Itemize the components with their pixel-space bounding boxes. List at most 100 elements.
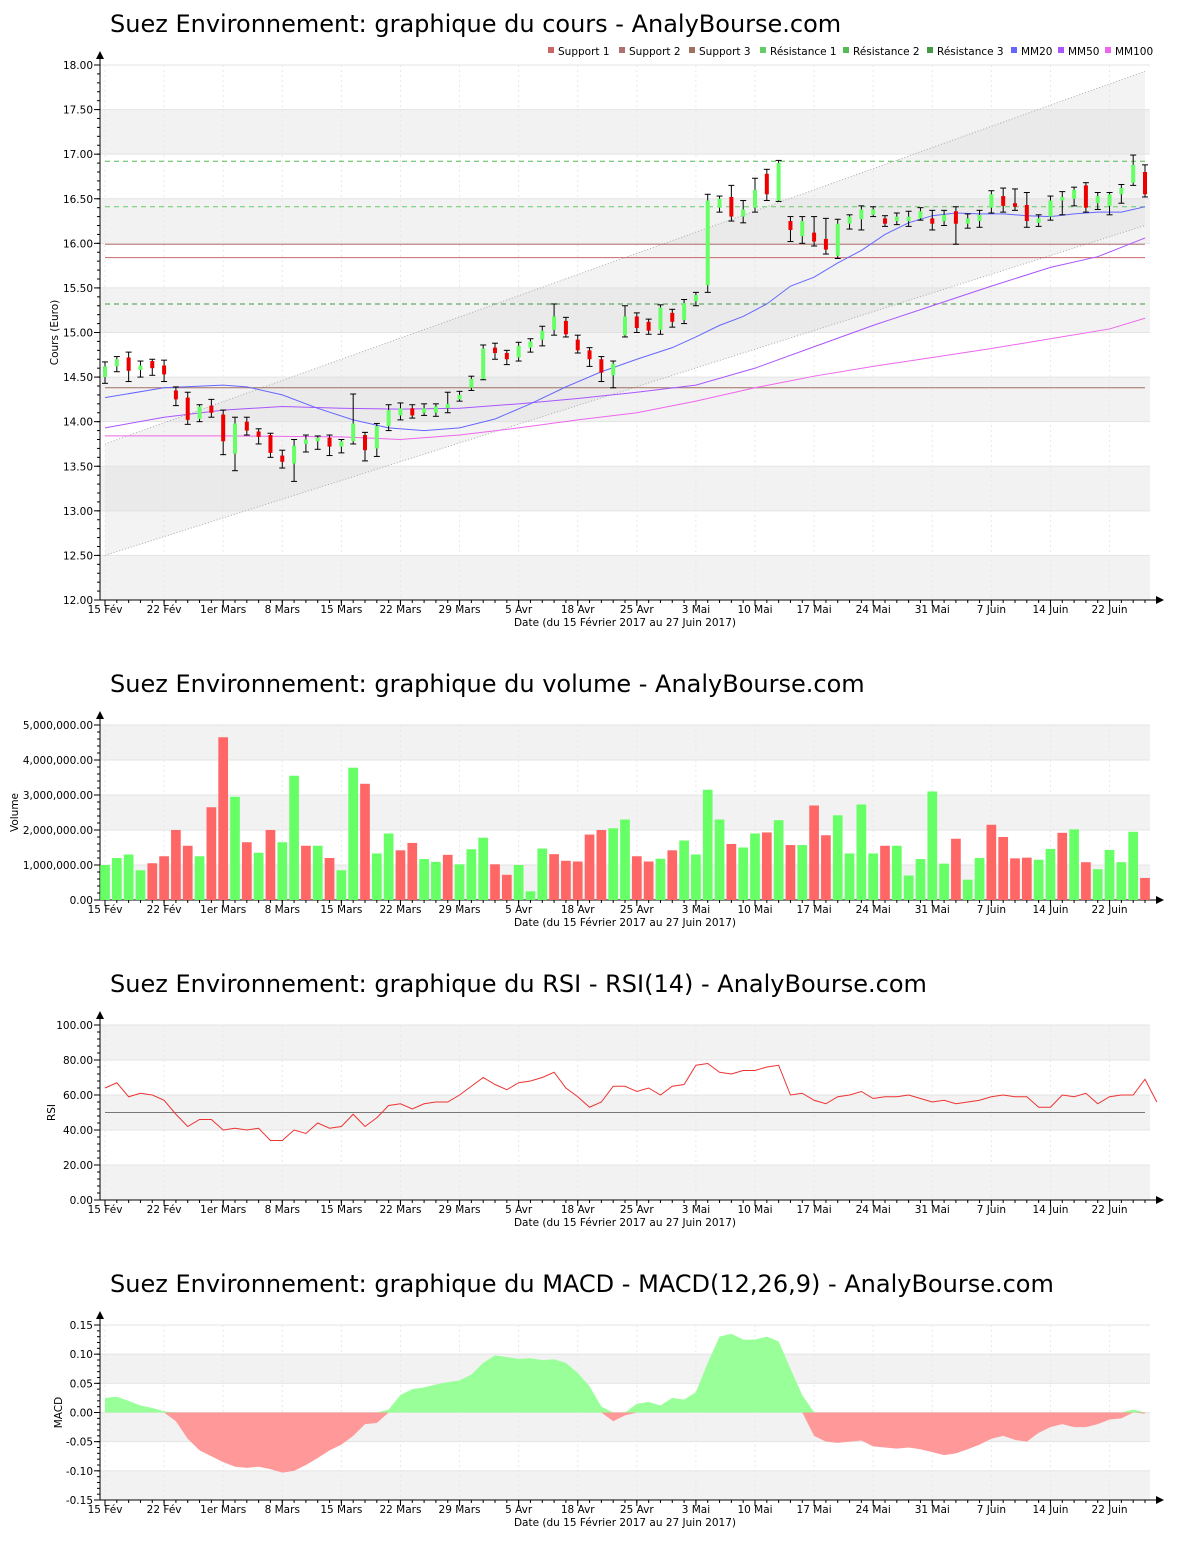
volume-bar (454, 864, 465, 900)
volume-bar (360, 783, 370, 900)
price-x-axis-label: Date (du 15 Février 2017 au 27 Juin 2017… (514, 617, 736, 629)
macd-x-tick-label: 17 Mai (797, 1504, 832, 1516)
candle-body (1131, 164, 1136, 183)
volume-bar (537, 848, 548, 900)
macd-x-tick-label: 10 Mai (737, 1504, 772, 1516)
volume-x-tick-label: 25 Avr (620, 904, 654, 916)
candle-body (398, 408, 403, 416)
rsi-y-tick-label: 100.00 (56, 1020, 93, 1032)
volume-bar (312, 845, 323, 900)
price-y-tick-label: 13.00 (63, 506, 93, 518)
price-x-axis-arrow (1156, 596, 1164, 604)
candle-body (363, 435, 367, 451)
macd-negative-area (105, 1412, 1145, 1473)
candle-body (942, 214, 947, 222)
volume-bar (939, 863, 949, 900)
volume-bar (1010, 858, 1020, 900)
rsi-x-tick-label: 10 Mai (737, 1204, 772, 1216)
candle-body (1072, 189, 1077, 199)
legend-label: MM20 (1021, 46, 1052, 58)
macd-x-tick-label: 1er Mars (200, 1504, 246, 1516)
price-y-tick-label: 16.00 (63, 238, 93, 250)
rsi-line (104, 1062, 1158, 1141)
volume-bar (525, 891, 536, 900)
volume-bar (442, 854, 453, 900)
price-grid-band (100, 555, 1150, 600)
volume-bar (714, 819, 725, 900)
candle-body (1083, 185, 1088, 208)
candle-body (457, 394, 462, 400)
volume-bar (147, 863, 158, 900)
price-y-tick-label: 13.50 (63, 461, 93, 473)
volume-bar (1021, 857, 1032, 900)
volume-bar (986, 824, 997, 900)
candle-body (1107, 194, 1112, 206)
candle-body (1060, 196, 1065, 201)
volume-x-tick-label: 5 Avr (505, 904, 533, 916)
volume-bar (998, 837, 1009, 900)
volume-y-axis-label: Volume (9, 793, 21, 832)
volume-bar (1081, 862, 1091, 900)
candle-body (114, 359, 119, 367)
volume-bar (1033, 859, 1044, 900)
volume-bar (655, 858, 666, 900)
macd-x-tick-label: 22 Juin (1092, 1504, 1128, 1516)
volume-bar (750, 833, 760, 900)
volume-x-tick-label: 17 Mai (797, 904, 832, 916)
price-y-tick-label: 16.50 (63, 194, 93, 206)
volume-y-tick-label: 3,000,000.00 (23, 790, 93, 802)
macd-y-tick-label: 0.05 (70, 1378, 93, 1390)
volume-bar (478, 837, 489, 900)
price-x-tick-label: 25 Avr (620, 604, 654, 616)
volume-bar (738, 847, 749, 900)
volume-bar (123, 854, 134, 900)
macd-x-tick-label: 22 Mars (379, 1504, 421, 1516)
candle-body (233, 423, 237, 454)
price-y-tick-label: 14.00 (63, 417, 93, 429)
volume-bar (336, 870, 347, 900)
candle-body (422, 408, 427, 413)
volume-bar (466, 849, 477, 900)
legend-swatch (689, 47, 695, 53)
candle-body (410, 408, 415, 416)
rsi-x-tick-label: 22 Fév (147, 1204, 182, 1216)
rsi-x-tick-label: 31 Mai (915, 1204, 950, 1216)
price-y-tick-label: 18.00 (63, 60, 93, 72)
candle-body (599, 359, 604, 373)
rsi-x-tick-label: 1er Mars (200, 1204, 246, 1216)
volume-x-tick-label: 18 Avr (561, 904, 595, 916)
candle-body (493, 347, 497, 354)
candle-body (256, 431, 261, 437)
volume-bar (348, 767, 359, 900)
macd-grid-band (100, 1470, 1150, 1500)
volume-x-tick-label: 15 Fév (88, 904, 123, 916)
rsi-y-tick-label: 20.00 (63, 1160, 93, 1172)
macd-y-tick-label: 0.10 (70, 1349, 93, 1361)
volume-bar (797, 845, 808, 900)
volume-grid-band (100, 725, 1150, 760)
candle-body (764, 173, 769, 195)
volume-bar (951, 838, 961, 900)
candle-body (374, 426, 379, 449)
candle-body (315, 437, 320, 442)
volume-bar (194, 856, 205, 900)
mm100-line (105, 317, 1146, 441)
price-x-tick-label: 7 Juin (977, 604, 1006, 616)
macd-x-axis-arrow (1156, 1496, 1164, 1504)
candle-body (658, 307, 663, 330)
rsi-x-tick-label: 8 Mars (265, 1204, 300, 1216)
candle-body (894, 216, 899, 222)
candle-body (197, 406, 202, 419)
trend-channel-lower (104, 225, 1146, 556)
volume-bar (856, 804, 867, 900)
volume-bar (513, 865, 524, 900)
candle-body (481, 348, 486, 379)
price-x-tick-label: 24 Mai (856, 604, 891, 616)
legend-swatch (1105, 47, 1111, 53)
rsi-x-tick-label: 17 Mai (797, 1204, 832, 1216)
rsi-x-tick-label: 15 Fév (88, 1204, 123, 1216)
rsi-grid-band (100, 1025, 1150, 1060)
candle-body (717, 198, 722, 208)
candle-body (1001, 196, 1006, 206)
macd-x-tick-label: 29 Mars (439, 1504, 481, 1516)
